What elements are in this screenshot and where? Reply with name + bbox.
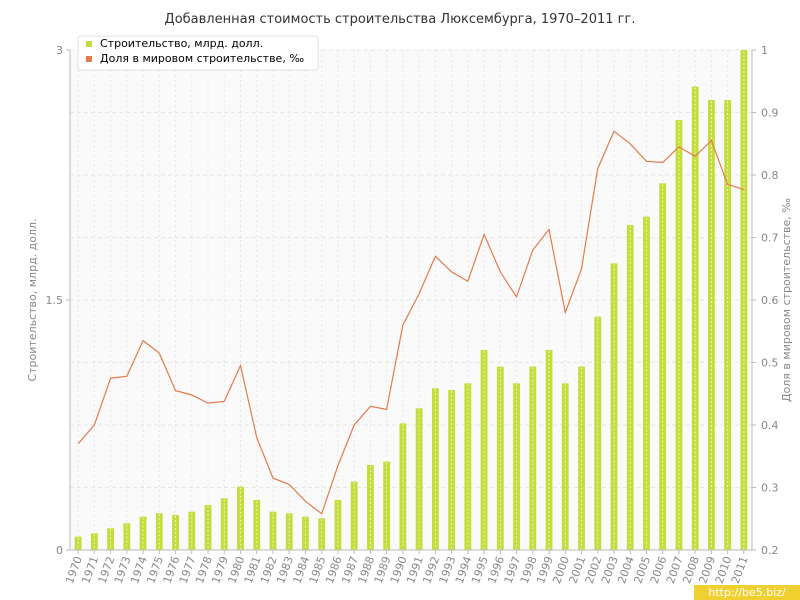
legend: Строительство, млрд. долл. Доля в мирово… bbox=[77, 35, 319, 71]
bar-1999 bbox=[545, 350, 553, 550]
bar-2008 bbox=[691, 86, 699, 551]
legend-item-bars: Строительство, млрд. долл. bbox=[100, 37, 263, 50]
chart-title: Добавленная стоимость строительства Люкс… bbox=[165, 12, 636, 27]
bar-1992 bbox=[431, 388, 439, 550]
y-left-label: Строительство, млрд. долл. bbox=[26, 218, 39, 381]
bar-1995 bbox=[480, 350, 488, 550]
y-right-tick-label: 0.8 bbox=[761, 169, 779, 182]
bar-1977 bbox=[188, 511, 196, 550]
bar-1984 bbox=[302, 516, 309, 550]
bar-1994 bbox=[464, 383, 472, 550]
bar-1990 bbox=[399, 423, 407, 550]
legend-item-line: Доля в мировом строительстве, ‰ bbox=[100, 52, 304, 65]
legend-box bbox=[77, 35, 319, 71]
y-right-label: Доля в мировом строительстве, ‰ bbox=[780, 198, 793, 402]
y-right-tick-label: 0.7 bbox=[761, 232, 779, 245]
legend-line-swatch bbox=[86, 56, 92, 62]
line-series bbox=[77, 130, 745, 515]
bar-series bbox=[74, 50, 748, 551]
y-right-tick-label: 0.9 bbox=[761, 107, 779, 120]
bar-2003 bbox=[610, 263, 618, 550]
bar-1989 bbox=[383, 461, 391, 550]
y-right-tick-label: 0.2 bbox=[761, 544, 779, 557]
bar-1985 bbox=[318, 518, 326, 550]
watermark: http://be5.biz/ bbox=[694, 585, 800, 600]
y-right-ticks: 0.2 0.3 0.4 0.5 0.6 0.7 0.8 0.9 1 bbox=[752, 44, 779, 557]
y-left-tick-label: 3 bbox=[56, 44, 63, 57]
legend-bar-swatch bbox=[86, 41, 92, 47]
bar-1998 bbox=[529, 366, 537, 550]
bar-1980 bbox=[237, 486, 244, 550]
y-right-tick-label: 0.5 bbox=[761, 357, 779, 370]
watermark-bg bbox=[694, 585, 800, 600]
x-ticks: 1970197119721973197419751976197719781979… bbox=[63, 550, 751, 585]
bar-2001 bbox=[578, 366, 585, 550]
bar-2006 bbox=[659, 183, 667, 551]
y-right-tick-label: 0.6 bbox=[761, 294, 779, 307]
bar-1982 bbox=[269, 511, 277, 550]
y-right-tick-label: 0.4 bbox=[761, 419, 779, 432]
y-left-tick-label: 1.5 bbox=[46, 294, 64, 307]
bar-2000 bbox=[561, 383, 569, 550]
watermark-text: http://be5.biz/ bbox=[708, 586, 786, 599]
bar-2002 bbox=[594, 316, 602, 550]
bar-1971 bbox=[90, 533, 98, 550]
y-right-tick-label: 1 bbox=[761, 44, 768, 57]
bar-1993 bbox=[448, 390, 456, 550]
bar-1997 bbox=[513, 383, 520, 550]
share-line bbox=[77, 130, 745, 515]
y-left-tick-label: 0 bbox=[56, 544, 63, 557]
bar-1996 bbox=[496, 366, 504, 550]
y-right-tick-label: 0.3 bbox=[761, 482, 779, 495]
y-left-ticks: 01.53 bbox=[46, 44, 70, 557]
bar-1974 bbox=[139, 516, 147, 550]
